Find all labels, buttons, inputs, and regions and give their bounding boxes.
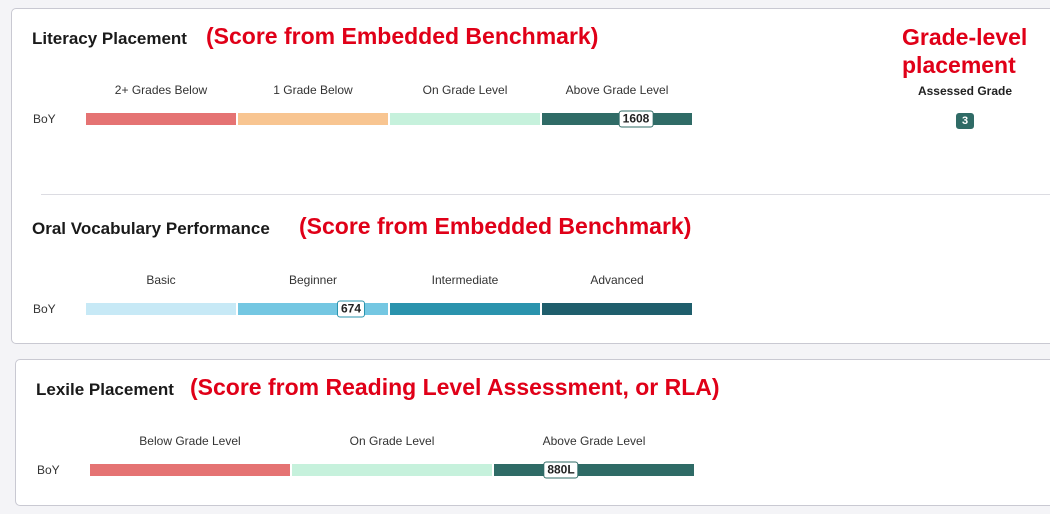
band-label: On Grade Level: [349, 434, 435, 448]
band-segment: [238, 113, 388, 125]
band-label: Advanced: [590, 273, 644, 287]
annotation: (Score from Embedded Benchmark): [299, 213, 692, 239]
band-label: 2+ Grades Below: [114, 83, 208, 97]
column-header: Assessed Grade: [917, 84, 1013, 98]
band-segment: [292, 464, 492, 476]
band-label: 1 Grade Below: [273, 83, 353, 97]
band-segment: [238, 303, 388, 315]
band-segment: [390, 303, 540, 315]
band-label: On Grade Level: [422, 83, 508, 97]
section-title: Literacy Placement: [32, 29, 187, 48]
band-segment: [86, 113, 236, 125]
card: Grade-level placement Assessed Grade 3 L…: [11, 8, 1050, 344]
row-label: BoY: [33, 302, 56, 316]
band-label: Below Grade Level: [139, 434, 241, 448]
section-title: Oral Vocabulary Performance: [32, 219, 270, 238]
band-label: Above Grade Level: [542, 434, 646, 448]
annotation: Grade-level placement: [902, 24, 1028, 78]
band-segment: [542, 303, 692, 315]
band-segment: [542, 113, 692, 125]
band-label: Basic: [146, 273, 176, 287]
row-label: BoY: [37, 463, 60, 477]
card: Lexile Placement (Score from Reading Leve…: [15, 359, 1050, 506]
section-title: Lexile Placement: [36, 380, 174, 399]
band-segment: [90, 464, 290, 476]
divider: [41, 194, 1050, 195]
annotation: (Score from Reading Level Assessment, or…: [190, 374, 720, 400]
band-label: Above Grade Level: [565, 83, 669, 97]
row-label: BoY: [33, 112, 56, 126]
grade-badge: 3: [956, 113, 974, 129]
band-segment: [494, 464, 694, 476]
score-badge: 880L: [543, 461, 579, 479]
band-label: Intermediate: [431, 273, 499, 287]
score-badge: 1608: [618, 110, 654, 128]
annotation: (Score from Embedded Benchmark): [206, 23, 599, 49]
score-badge: 674: [336, 300, 366, 318]
band-label: Beginner: [288, 273, 338, 287]
band-segment: [390, 113, 540, 125]
band-segment: [86, 303, 236, 315]
